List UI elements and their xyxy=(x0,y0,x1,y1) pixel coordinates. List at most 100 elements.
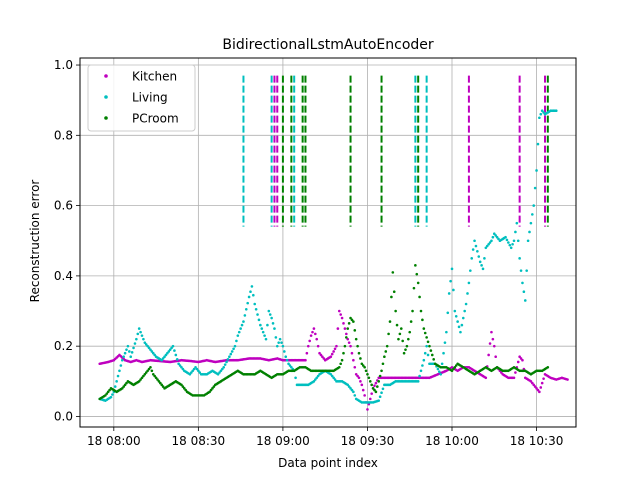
data-point xyxy=(364,369,368,373)
data-point xyxy=(426,353,430,357)
data-point xyxy=(494,355,497,359)
data-point xyxy=(459,330,462,334)
data-point xyxy=(321,355,324,359)
data-point xyxy=(147,346,151,350)
data-point xyxy=(391,271,395,274)
data-point xyxy=(359,357,362,360)
data-point xyxy=(144,371,148,374)
data-point xyxy=(181,385,185,388)
data-point xyxy=(216,372,220,376)
data-point xyxy=(366,408,369,411)
data-point xyxy=(113,385,117,388)
data-point xyxy=(426,340,430,344)
data-point xyxy=(542,377,545,380)
data-point xyxy=(554,109,558,113)
data-point xyxy=(454,315,458,318)
data-point xyxy=(247,295,251,299)
data-point xyxy=(470,257,474,260)
data-point xyxy=(532,383,536,387)
data-point xyxy=(249,290,252,294)
data-point xyxy=(274,336,278,339)
data-point xyxy=(137,327,141,330)
data-point xyxy=(392,290,396,294)
data-point xyxy=(332,376,335,380)
data-point xyxy=(288,364,292,367)
data-point xyxy=(497,237,500,241)
data-point xyxy=(149,348,152,351)
data-point xyxy=(312,380,316,383)
data-point xyxy=(384,350,388,353)
data-point xyxy=(105,392,109,395)
data-point xyxy=(469,269,472,272)
data-point xyxy=(536,142,540,146)
data-point xyxy=(261,330,265,334)
data-point xyxy=(492,232,496,236)
data-point xyxy=(190,371,193,374)
data-point xyxy=(377,399,381,402)
data-point xyxy=(491,337,495,341)
y-tick-label: 0.2 xyxy=(54,339,73,353)
data-point xyxy=(352,320,355,323)
data-point xyxy=(122,355,125,359)
data-point xyxy=(380,369,383,373)
data-point xyxy=(412,286,416,290)
data-point xyxy=(453,309,457,313)
data-point xyxy=(442,351,445,355)
data-point xyxy=(347,385,351,388)
data-point xyxy=(209,388,213,392)
data-point xyxy=(146,369,149,373)
event-lines xyxy=(242,75,549,227)
data-point xyxy=(368,397,372,401)
data-point xyxy=(178,364,182,367)
data-point xyxy=(312,327,316,330)
data-point xyxy=(383,355,386,359)
data-point xyxy=(211,387,214,390)
data-point xyxy=(180,365,183,369)
data-point xyxy=(540,381,544,385)
data-point xyxy=(353,394,357,397)
data-point xyxy=(226,358,230,361)
data-point xyxy=(349,387,352,390)
data-point xyxy=(329,355,333,359)
data-point xyxy=(340,316,344,320)
data-point xyxy=(154,376,158,380)
data-point xyxy=(225,360,228,364)
data-point xyxy=(363,394,366,397)
data-point xyxy=(418,295,421,299)
data-point xyxy=(507,241,510,244)
data-point xyxy=(467,281,471,285)
data-point xyxy=(343,344,347,348)
data-point xyxy=(399,327,403,330)
data-point xyxy=(509,246,513,250)
data-point xyxy=(342,322,345,325)
data-point xyxy=(233,344,237,348)
data-point xyxy=(330,352,334,356)
x-axis-label: Data point index xyxy=(278,456,378,470)
legend-box xyxy=(87,64,196,132)
data-point xyxy=(416,380,420,383)
data-point xyxy=(429,349,433,352)
data-point xyxy=(304,358,307,362)
data-point xyxy=(463,309,466,313)
data-point xyxy=(161,385,165,388)
data-point xyxy=(449,279,452,283)
data-point xyxy=(370,383,373,387)
data-point xyxy=(404,348,407,351)
data-point xyxy=(143,372,147,376)
data-point xyxy=(505,238,509,242)
data-point xyxy=(508,243,512,247)
data-point xyxy=(149,365,152,369)
data-point xyxy=(342,351,345,355)
data-point xyxy=(481,267,485,271)
y-axis-label: Reconstruction error xyxy=(28,180,42,303)
data-point xyxy=(120,387,124,390)
data-point xyxy=(208,390,211,394)
data-point xyxy=(143,341,147,344)
data-point xyxy=(484,246,488,250)
data-point xyxy=(485,244,489,248)
data-point xyxy=(271,322,275,325)
data-point xyxy=(354,337,358,341)
data-point xyxy=(428,344,431,348)
data-point xyxy=(452,367,455,371)
data-point xyxy=(159,381,162,385)
